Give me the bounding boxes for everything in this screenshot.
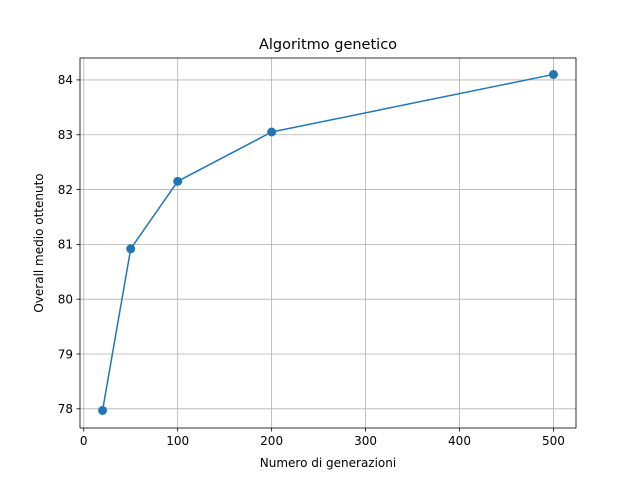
y-tick-label: 83 [58,128,73,142]
y-tick-label: 78 [58,402,73,416]
x-tick-label: 0 [80,434,88,448]
plot-frame [79,57,577,429]
y-tick-label: 81 [58,238,73,252]
y-tick-label: 80 [58,292,73,306]
x-tick-label: 500 [542,434,565,448]
x-axis-label: Numero di generazioni [260,456,396,470]
y-tick-label: 82 [58,183,73,197]
y-tick-label: 84 [58,73,73,87]
x-tick-label: 400 [448,434,471,448]
plot-area [80,58,576,428]
x-tick-label: 200 [260,434,283,448]
series-layer [98,69,558,415]
chart-title: Algoritmo genetico [259,37,397,53]
grid-lines [80,58,576,428]
data-point [267,127,277,137]
data-point [173,176,183,186]
x-tick-label: 100 [166,434,189,448]
data-point [548,69,558,79]
data-point [98,405,108,415]
axis-ticks: 0 100 200 300 400 500 78 79 80 81 82 83 84 [58,73,565,448]
y-axis-label: Overall medio ottenuto [32,173,46,312]
data-point [126,244,136,254]
y-tick-label: 79 [58,347,73,361]
x-tick-label: 300 [354,434,377,448]
